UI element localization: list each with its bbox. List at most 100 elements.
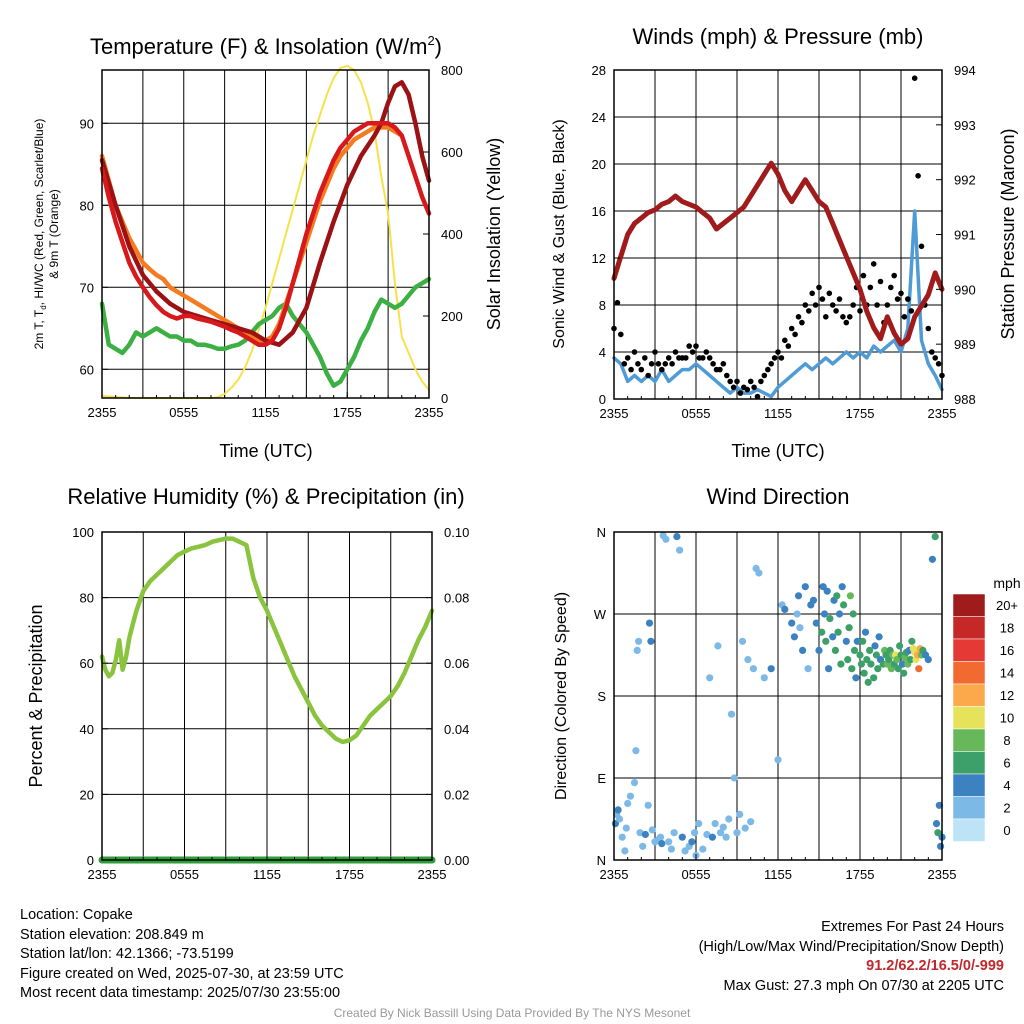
wind-direction-point bbox=[844, 656, 852, 664]
gust-point bbox=[672, 349, 679, 355]
x-tick-label: 1755 bbox=[335, 867, 364, 882]
gust-point bbox=[761, 372, 768, 379]
y-tick-label: E bbox=[597, 771, 606, 786]
wind-direction-point bbox=[845, 624, 853, 632]
colorbar-swatch bbox=[952, 728, 986, 752]
gust-point bbox=[686, 343, 692, 349]
wind-direction-point bbox=[796, 624, 804, 632]
gust-point bbox=[874, 302, 880, 308]
sonic-wind-line bbox=[612, 209, 944, 399]
wind-direction-point bbox=[898, 660, 907, 668]
x-tick-label: 2355 bbox=[928, 867, 957, 882]
humidity-ylabel: Percent & Precipitation bbox=[26, 604, 46, 787]
wind-direction-point bbox=[834, 628, 842, 636]
gust-point bbox=[737, 390, 744, 396]
wind-direction-point bbox=[648, 826, 656, 834]
colorbar-label: 16 bbox=[1000, 643, 1014, 658]
wind-direction-point bbox=[932, 820, 941, 828]
humidity-title: Relative Humidity (%) & Precipitation (i… bbox=[67, 484, 464, 509]
y-tick-label: 100 bbox=[72, 525, 94, 540]
gust-point bbox=[870, 261, 877, 267]
gust-point bbox=[744, 386, 751, 393]
wind-direction-point bbox=[804, 665, 812, 673]
wind-direction-point bbox=[900, 669, 908, 677]
gust-point bbox=[648, 361, 655, 367]
wind-direction-point bbox=[871, 642, 879, 650]
gust-point bbox=[809, 290, 815, 297]
td-line bbox=[99, 276, 432, 388]
gust-point bbox=[720, 361, 727, 367]
wind-direction-point bbox=[774, 756, 782, 764]
station-info: Location: Copake Station elevation: 208.… bbox=[20, 906, 344, 1004]
wind-direction-point bbox=[812, 619, 820, 627]
wind-direction-point bbox=[866, 646, 874, 655]
y-tick-label: 80 bbox=[80, 198, 94, 213]
wind-direction-point bbox=[647, 637, 655, 645]
gust-point bbox=[710, 361, 716, 367]
wind-direction-point bbox=[915, 665, 923, 673]
wind-direction-point bbox=[849, 610, 857, 618]
wind-direction-point bbox=[924, 656, 932, 664]
gust-point bbox=[843, 319, 850, 326]
wind-direction-grid bbox=[614, 531, 942, 861]
wind-direction-point bbox=[736, 810, 744, 819]
extremes-info: Extremes For Past 24 Hours (High/Low/Max… bbox=[699, 918, 1004, 996]
colorbar-swatch bbox=[952, 818, 986, 842]
colorbar-swatch bbox=[952, 638, 986, 662]
x-tick-label: 0555 bbox=[682, 406, 711, 421]
gust-point bbox=[788, 325, 795, 332]
wind-direction-point bbox=[749, 665, 758, 673]
wind-direction-point bbox=[714, 642, 722, 650]
max-gust: Max Gust: 27.3 mph On 07/30 at 2205 UTC bbox=[723, 977, 1004, 994]
winds-panel: Winds (mph) & Pressure (mb) 2355 0555 1155… bbox=[551, 24, 1018, 461]
wind-direction-point bbox=[662, 535, 670, 543]
gust-point bbox=[833, 308, 839, 314]
x-tick-label: 1755 bbox=[846, 406, 875, 421]
wind-direction-point bbox=[875, 633, 883, 641]
gust-point bbox=[717, 366, 723, 373]
wind-direction-points bbox=[611, 532, 946, 860]
gust-point bbox=[829, 302, 836, 308]
wind-direction-point bbox=[894, 665, 902, 673]
wind-direction-point bbox=[630, 779, 639, 787]
wind-direction-point bbox=[931, 533, 939, 541]
wind-direction-point bbox=[885, 656, 893, 664]
gust-point bbox=[877, 278, 884, 285]
gust-point bbox=[894, 296, 901, 302]
wind-direction-point bbox=[730, 774, 738, 782]
y2-tick-label: 992 bbox=[954, 173, 976, 188]
wind-direction-point bbox=[699, 845, 707, 853]
gust-point bbox=[891, 272, 897, 279]
x-tick-label: 1755 bbox=[333, 405, 362, 420]
wind-direction-point bbox=[867, 660, 875, 668]
wind-direction-point bbox=[838, 583, 846, 591]
wind-direction-point bbox=[644, 801, 652, 809]
gust-point bbox=[754, 393, 761, 400]
wind-direction-point bbox=[614, 806, 622, 814]
gust-point bbox=[628, 366, 634, 373]
gust-point bbox=[655, 361, 662, 367]
wind-direction-point bbox=[842, 637, 850, 645]
wind-direction-point bbox=[781, 605, 789, 614]
wind-direction-point bbox=[708, 833, 717, 841]
gust-point bbox=[812, 302, 819, 308]
y-tick-label: 80 bbox=[80, 591, 94, 606]
wind-direction-point bbox=[937, 842, 945, 850]
wind-direction-point bbox=[670, 829, 678, 837]
wind-direction-point bbox=[633, 646, 641, 655]
wind-direction-point bbox=[853, 637, 861, 645]
wind-direction-point bbox=[799, 646, 807, 655]
y-tick-label: 60 bbox=[80, 656, 94, 671]
wind-direction-point bbox=[818, 628, 826, 636]
wind-direction-point bbox=[861, 628, 870, 636]
wind-direction-point bbox=[706, 674, 714, 682]
station-location: Location: Copake bbox=[20, 907, 133, 923]
gust-point bbox=[925, 325, 932, 332]
wind-direction-point bbox=[857, 660, 866, 668]
gust-point bbox=[884, 302, 891, 308]
wind-direction-point bbox=[901, 654, 909, 662]
gust-point bbox=[768, 361, 774, 367]
x-tick-label: 2355 bbox=[88, 405, 117, 420]
y2-tick-label: 400 bbox=[441, 227, 463, 242]
x-tick-label: 2355 bbox=[600, 867, 629, 882]
